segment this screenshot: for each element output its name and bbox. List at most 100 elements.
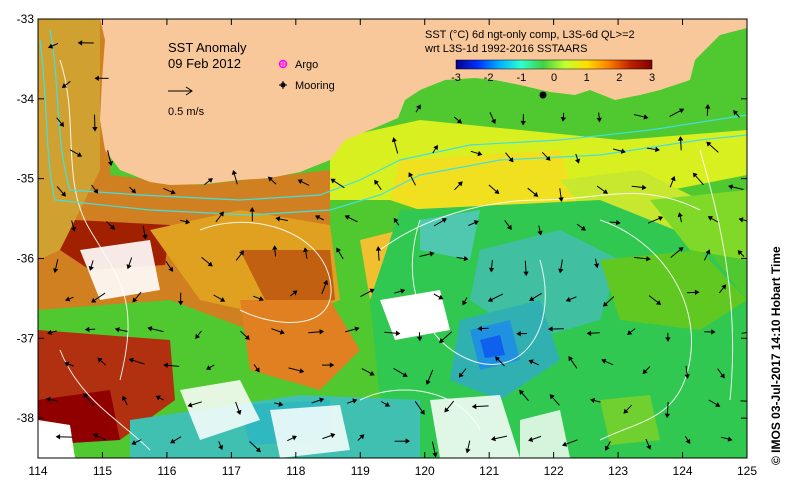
colorbar-ticks: -3 -2 -1 0 1 2 3 [451, 72, 655, 84]
current-arrow-head [163, 362, 168, 369]
current-arrow-head [529, 296, 535, 301]
colorbar-tick-label: -1 [516, 72, 526, 84]
current-arrow-head [728, 184, 733, 190]
current-arrow-head [239, 250, 244, 256]
current-arrow-head [122, 395, 128, 401]
scale-arrow-label: 0.5 m/s [168, 106, 205, 118]
current-arrow-head [297, 179, 303, 185]
current-arrow-head [765, 432, 768, 435]
current-arrow-head [254, 367, 260, 373]
current-arrow-head [580, 225, 586, 231]
current-arrow-head [694, 289, 700, 295]
x-tick-label: 125 [737, 464, 757, 478]
current-arrow-head [560, 117, 567, 122]
current-arrow-head [655, 300, 662, 305]
current-arrow-head [508, 157, 514, 163]
current-arrow-head [59, 121, 65, 127]
x-tick-label: 116 [157, 464, 176, 478]
current-arrow-head [439, 338, 445, 344]
current-arrow-head [487, 297, 494, 302]
current-arrow-head [374, 179, 380, 185]
current-arrow-head [602, 301, 608, 307]
current-arrow-head [523, 271, 529, 277]
current-arrow-head [692, 172, 698, 178]
current-arrow-head [168, 266, 174, 272]
current-arrow-head [319, 397, 325, 403]
current-arrow-head [279, 329, 285, 335]
current-arrow-head [93, 433, 99, 439]
current-arrow-head [643, 114, 649, 120]
current-arrow-head [47, 329, 53, 336]
current-arrow-head [457, 181, 463, 187]
current-arrow-head [303, 247, 309, 253]
current-arrow-head [299, 368, 305, 374]
latitude-axis: -33-34-35-36-37-38 [17, 12, 747, 425]
current-arrow-head [178, 301, 184, 306]
colorbar-tick-label: 3 [649, 72, 655, 84]
current-arrow-head [753, 284, 757, 287]
current-arrow-head [131, 440, 137, 445]
current-arrow-head [155, 395, 161, 401]
current-arrow-head [48, 43, 54, 49]
current-arrow-head [646, 444, 652, 450]
current-arrow-head [70, 226, 77, 232]
current-arrow-head [477, 325, 482, 332]
current-arrow-head [231, 169, 237, 176]
current-arrow-head [291, 435, 297, 441]
current-arrow-head [590, 397, 596, 404]
current-arrow-head [218, 444, 224, 451]
current-arrow [758, 367, 768, 368]
current-arrow-head [352, 398, 358, 404]
current-arrow-head [278, 401, 284, 407]
current-arrow-head [458, 372, 464, 378]
current-arrow-head [604, 445, 610, 451]
current-arrow-head [218, 211, 224, 217]
current-arrow-head [315, 215, 321, 221]
current-arrow-head [64, 361, 70, 367]
y-tick-label: -37 [17, 331, 35, 345]
current-arrow-head [402, 372, 408, 377]
current-arrow-head [323, 279, 329, 286]
current-arrow-head [185, 219, 191, 225]
current-arrow-head [738, 217, 744, 223]
current-arrow-head [408, 172, 414, 178]
current-arrow-head [750, 330, 753, 334]
current-arrow-head [520, 120, 526, 126]
current-arrow-head [267, 176, 273, 182]
current-arrow-head [658, 216, 664, 222]
longitude-axis: 114 115 116 117 118 119 120 121 122 123 124 125 [28, 19, 757, 478]
x-tick-label: 115 [93, 464, 112, 478]
current-arrow-head [664, 413, 671, 419]
current-arrow-head [456, 118, 463, 124]
current-arrow-head [109, 224, 115, 230]
current-arrow-head [679, 108, 685, 114]
current-arrow-head [519, 389, 525, 395]
current-vectors [45, 40, 768, 458]
current-arrow-head [131, 188, 137, 194]
x-tick-label: 121 [479, 464, 499, 478]
current-arrow-head [462, 300, 468, 306]
current-arrow-head [393, 217, 399, 224]
sst-anomaly-field [38, 19, 747, 458]
current-arrow-head [684, 374, 690, 379]
current-arrow-head [88, 265, 94, 271]
plot-frame [37, 18, 748, 459]
current-arrow-head [416, 104, 421, 110]
current-arrow [757, 432, 768, 442]
current-arrow-head [528, 359, 534, 365]
current-arrow-head [620, 148, 626, 154]
current-arrow-head [750, 144, 753, 147]
current-arrow-head [61, 83, 68, 88]
current-arrow-head [107, 160, 114, 167]
current-arrow-head [55, 434, 61, 440]
current-arrow-head [369, 288, 375, 294]
current-arrow-head [495, 356, 500, 362]
current-arrow-head [558, 268, 564, 274]
current-arrow-head [61, 191, 66, 197]
current-arrow-head [416, 336, 423, 342]
x-tick-label: 118 [286, 464, 305, 478]
current-arrow-head [707, 216, 713, 221]
x-tick-label: 123 [608, 464, 628, 478]
current-arrow-head [114, 327, 120, 333]
